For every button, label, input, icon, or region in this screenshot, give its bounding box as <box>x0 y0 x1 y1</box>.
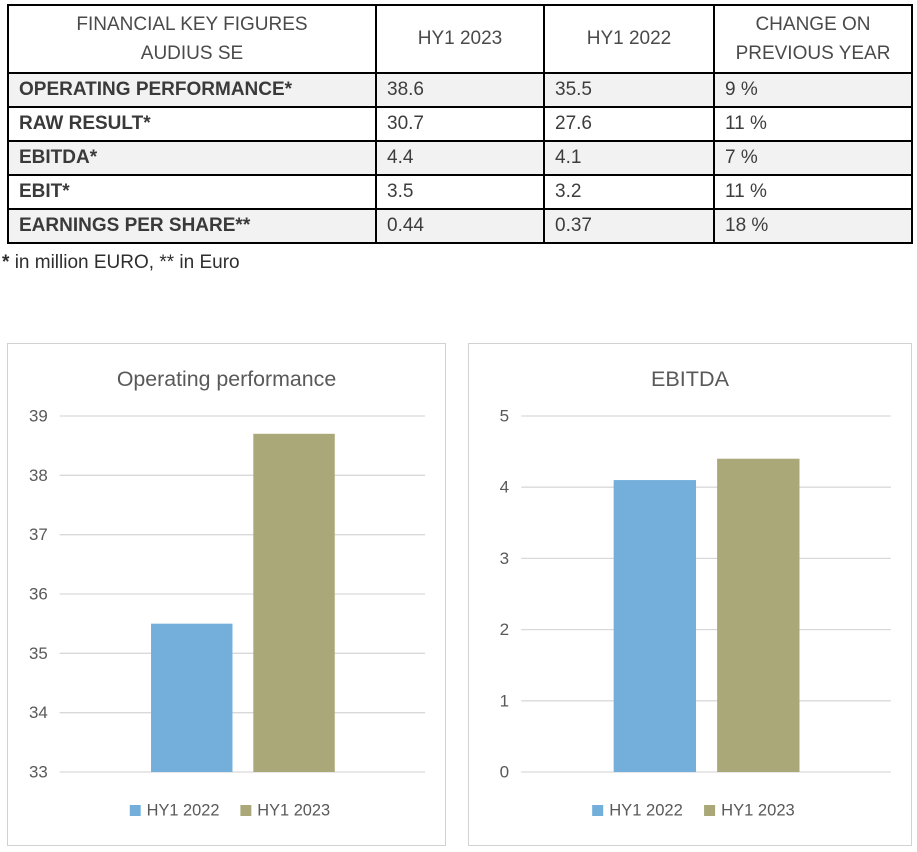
svg-text:39: 39 <box>29 406 48 425</box>
svg-text:HY1 2023: HY1 2023 <box>257 801 330 819</box>
svg-text:0: 0 <box>500 763 509 782</box>
svg-text:33: 33 <box>29 762 48 781</box>
value-change: 7 % <box>713 140 913 176</box>
table-row-ebitda: EBITDA* 4.4 4.1 7 % <box>7 140 913 176</box>
value-change: 11 % <box>713 174 913 210</box>
value-hy1-2023: 38.6 <box>375 72 545 108</box>
value-hy1-2022: 27.6 <box>543 106 715 142</box>
table-row-raw-result: RAW RESULT* 30.7 27.6 11 % <box>7 106 913 142</box>
svg-text:1: 1 <box>500 691 509 710</box>
row-label: RAW RESULT* <box>7 106 377 142</box>
value-hy1-2022: 3.2 <box>543 174 715 210</box>
col-header-hy1-2022: HY1 2022 <box>543 4 715 74</box>
col-header-hy1-2023: HY1 2023 <box>375 4 545 74</box>
svg-text:38: 38 <box>29 466 48 485</box>
table-row-operating-performance: OPERATING PERFORMANCE* 38.6 35.5 9 % <box>7 72 913 108</box>
table-title-line1: FINANCIAL KEY FIGURES <box>76 13 308 35</box>
svg-text:HY1 2022: HY1 2022 <box>147 801 220 819</box>
table-row-ebit: EBIT* 3.5 3.2 11 % <box>7 174 913 210</box>
row-label: OPERATING PERFORMANCE* <box>7 72 377 108</box>
row-label: EBITDA* <box>7 140 377 176</box>
change-header-line1: CHANGE ON <box>755 13 871 35</box>
svg-text:5: 5 <box>500 407 509 426</box>
ebitda-bar-chart: 0 1 2 3 4 5 EBITDA HY1 2022 HY1 2023 <box>500 367 891 820</box>
value-hy1-2023: 3.5 <box>375 174 545 210</box>
value-hy1-2022: 4.1 <box>543 140 715 176</box>
table-row-earnings-per-share: EARNINGS PER SHARE** 0.44 0.37 18 % <box>7 208 913 244</box>
operating-performance-chart-panel: 33 34 35 36 37 38 39 Operating performance HY1 2… <box>7 343 446 846</box>
footnote-marker: * <box>2 252 10 273</box>
svg-text:34: 34 <box>29 703 48 722</box>
financial-key-figures-table: FINANCIAL KEY FIGURES AUDIUS SE HY1 2023… <box>7 4 913 244</box>
svg-text:36: 36 <box>29 584 48 603</box>
svg-text:3: 3 <box>500 549 509 568</box>
row-label: EARNINGS PER SHARE** <box>7 208 377 244</box>
svg-text:EBITDA: EBITDA <box>651 367 730 391</box>
svg-text:HY1 2022: HY1 2022 <box>609 801 683 820</box>
ebitda-chart-panel: 0 1 2 3 4 5 EBITDA HY1 2022 HY1 2023 <box>468 343 912 846</box>
svg-text:37: 37 <box>29 525 48 544</box>
value-hy1-2022: 35.5 <box>543 72 715 108</box>
units-footnote: * in million EURO, ** in Euro <box>2 252 240 274</box>
footnote-text: in million EURO, ** in Euro <box>14 252 240 273</box>
svg-text:35: 35 <box>29 644 48 663</box>
change-header-line2: PREVIOUS YEAR <box>735 43 891 64</box>
value-change: 18 % <box>713 208 913 244</box>
value-change: 9 % <box>713 72 913 108</box>
svg-text:2: 2 <box>500 620 509 639</box>
operating-performance-bar-chart: 33 34 35 36 37 38 39 Operating performance HY1 2… <box>29 367 426 820</box>
svg-text:Operating performance: Operating performance <box>117 367 336 391</box>
table-title-line2: AUDIUS SE <box>140 43 244 64</box>
svg-text:HY1 2023: HY1 2023 <box>721 801 795 820</box>
value-hy1-2023: 0.44 <box>375 208 545 244</box>
row-label: EBIT* <box>7 174 377 210</box>
col-header-change: CHANGE ON PREVIOUS YEAR <box>713 4 913 74</box>
svg-text:4: 4 <box>500 478 509 497</box>
value-hy1-2023: 30.7 <box>375 106 545 142</box>
value-hy1-2022: 0.37 <box>543 208 715 244</box>
col-header-title: FINANCIAL KEY FIGURES AUDIUS SE <box>7 4 377 74</box>
table-header-row: FINANCIAL KEY FIGURES AUDIUS SE HY1 2023… <box>7 4 913 74</box>
value-hy1-2023: 4.4 <box>375 140 545 176</box>
value-change: 11 % <box>713 106 913 142</box>
